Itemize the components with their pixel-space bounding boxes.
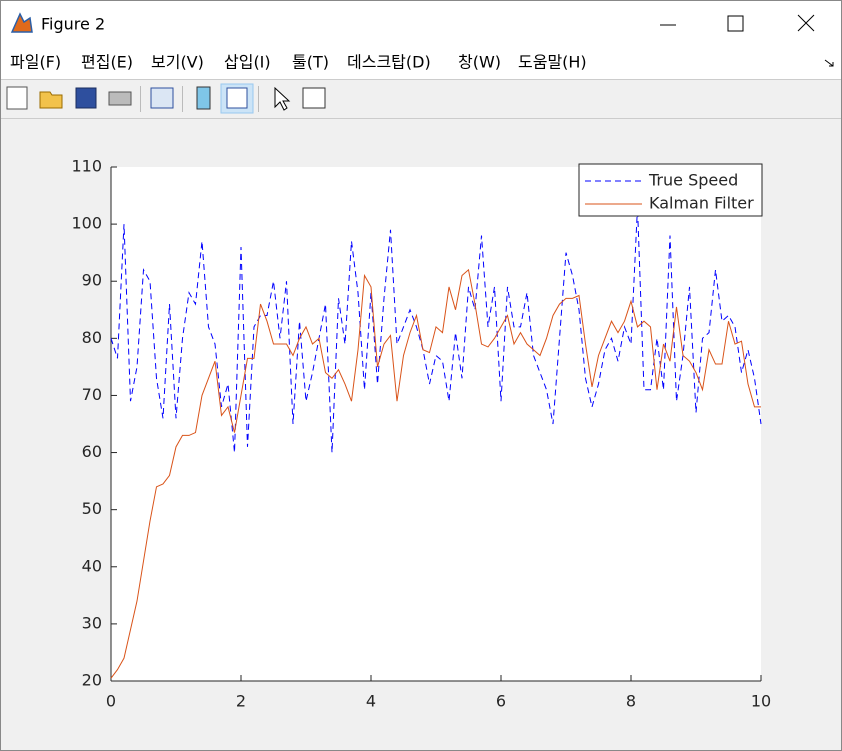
title-bar-bg <box>1 1 841 48</box>
menu-item[interactable]: 툴(T) <box>292 53 329 72</box>
pointer-icon[interactable] <box>274 86 291 111</box>
x-tick-label: 2 <box>236 692 246 711</box>
legend-icon <box>226 87 248 109</box>
y-tick-label: 80 <box>82 328 102 347</box>
series-line <box>110 206 762 453</box>
y-tick-label: 40 <box>82 556 102 575</box>
menu-bar: 파일(F) 편집(E) 보기(V) 삽입(I) 툴(T) 데스크탑(D) 창(W) 도움말(H… <box>1 48 841 79</box>
menu-item[interactable]: 도움말(H) <box>518 53 587 72</box>
colorbar-icon[interactable] <box>196 86 211 110</box>
window-title: Figure 2 <box>41 15 105 34</box>
close-button[interactable] <box>797 14 815 32</box>
legend-label: Kalman Filter <box>649 194 754 213</box>
menu-item[interactable]: 데스크탑(D) <box>347 53 431 72</box>
x-tick-label: 10 <box>751 692 771 711</box>
y-tick-label: 90 <box>82 271 102 290</box>
app-icon <box>10 12 33 33</box>
axes-background <box>111 167 761 681</box>
title-bar: Figure 2 <box>1 1 841 48</box>
x-tick-label: 6 <box>496 692 506 711</box>
y-tick-label: 110 <box>71 157 102 176</box>
x-tick-label: 0 <box>106 692 116 711</box>
legend-label: True Speed <box>648 171 738 190</box>
dock-arrow[interactable] <box>824 59 834 67</box>
legend-box <box>578 163 763 217</box>
new-icon[interactable] <box>6 86 28 110</box>
menu-item[interactable]: 보기(V) <box>151 53 204 72</box>
property-icon[interactable] <box>302 87 326 109</box>
print-icon[interactable] <box>108 91 132 106</box>
open-icon[interactable] <box>39 91 63 109</box>
menu-item[interactable]: 편집(E) <box>81 53 133 72</box>
link-icon[interactable] <box>150 87 174 109</box>
menu-item[interactable]: 창(W) <box>458 53 501 72</box>
plot: 20 30 40 50 60 70 80 90 100 110 0 2 4 6 8 10 True Speed K… <box>71 157 771 711</box>
y-tick-label: 20 <box>82 671 102 690</box>
menu-bar-bg <box>1 48 841 79</box>
menu-item[interactable]: 파일(F) <box>10 53 61 72</box>
y-tick-label: 60 <box>82 442 102 461</box>
series-line <box>110 268 761 679</box>
maximize-button[interactable] <box>727 15 744 32</box>
y-tick-label: 70 <box>82 385 102 404</box>
y-tick-label: 50 <box>82 499 102 518</box>
menu-item[interactable]: 삽입(I) <box>224 53 271 72</box>
save-icon[interactable] <box>75 87 97 109</box>
x-tick-label: 8 <box>626 692 636 711</box>
y-tick-label: 100 <box>71 214 102 233</box>
x-tick-label: 4 <box>366 692 376 711</box>
y-tick-label: 30 <box>82 613 102 632</box>
toolbar <box>6 83 326 114</box>
